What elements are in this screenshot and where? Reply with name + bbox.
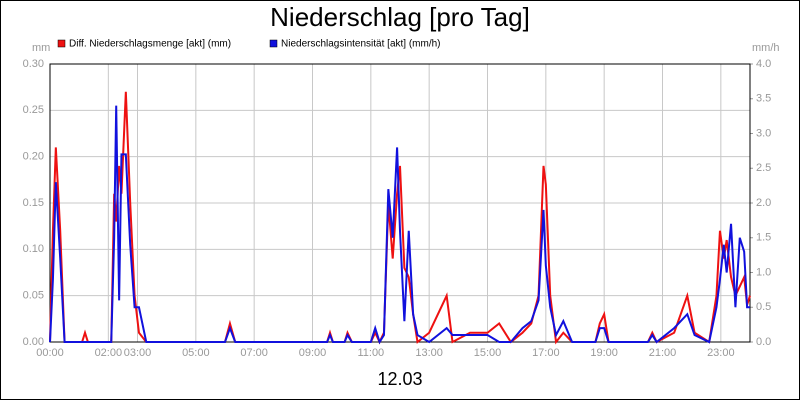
y2-tick-label: 2.0 [756, 197, 771, 209]
y2-tick-label: 3.5 [756, 93, 771, 105]
x-tick-label: 07:00 [240, 347, 268, 359]
y-tick-label: 0.10 [23, 243, 44, 255]
x-tick-label: 15:00 [474, 347, 502, 359]
x-tick-label: 02:00 [95, 347, 123, 359]
x-tick-label: 11:00 [357, 347, 384, 359]
x-tick-label: 00:00 [36, 347, 64, 359]
legend-swatch [269, 39, 278, 48]
legend-label: Diff. Niederschlagsmenge [akt] (mm) [69, 39, 231, 50]
legend-label: Niederschlagsintensität [akt] (mm/h) [281, 39, 441, 50]
x-tick-label: 17:00 [532, 347, 560, 359]
y-tick-label: 0.30 [23, 58, 44, 70]
x-tick-label: 09:00 [299, 347, 327, 359]
y-axis-label: mm [32, 42, 50, 54]
plot-area [49, 63, 751, 343]
x-tick-label: 13:00 [415, 347, 443, 359]
series-line [49, 105, 750, 345]
y2-axis-label: mm/h [752, 42, 780, 54]
y-tick-label: 0.05 [23, 290, 44, 302]
y2-tick-label: 1.0 [756, 266, 771, 278]
y2-tick-label: 0.5 [756, 301, 771, 313]
y2-tick-label: 0.0 [756, 336, 771, 348]
y2-tick-label: 1.5 [756, 232, 771, 244]
x-tick-label: 21:00 [649, 347, 677, 359]
legend-swatch [57, 39, 66, 48]
y2-tick-label: 4.0 [756, 58, 771, 70]
y-tick-label: 0.00 [23, 336, 44, 348]
y-tick-label: 0.15 [23, 197, 44, 209]
chart-title: Niederschlag [pro Tag] [270, 2, 530, 32]
x-axis-label: 12.03 [377, 369, 422, 389]
x-tick-label: 05:00 [182, 347, 210, 359]
x-tick-label: 19:00 [590, 347, 618, 359]
x-tick-label: 23:00 [707, 347, 735, 359]
x-tick-label: 03:00 [124, 347, 152, 359]
y2-tick-label: 3.0 [756, 127, 771, 139]
y2-tick-label: 2.5 [756, 162, 771, 174]
y-tick-label: 0.20 [23, 151, 44, 163]
y-tick-label: 0.25 [23, 104, 44, 116]
